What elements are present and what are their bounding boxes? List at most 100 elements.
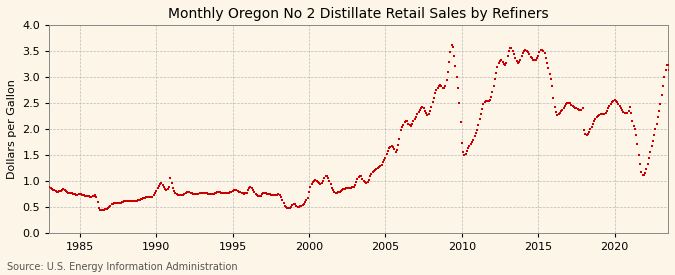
Point (295, 204, 306, 208)
Point (374, 165, 385, 169)
Point (511, 59, 522, 64)
Point (604, 104, 615, 109)
Point (585, 127, 596, 131)
Point (498, 62, 509, 67)
Point (151, 189, 161, 193)
Point (288, 202, 299, 206)
Point (528, 57, 539, 62)
Point (514, 60, 524, 64)
Point (255, 194, 266, 198)
Point (445, 50, 456, 54)
Point (171, 192, 182, 196)
Point (340, 186, 351, 191)
Point (222, 190, 233, 195)
Point (399, 120, 410, 125)
Point (637, 173, 648, 178)
Point (55, 189, 66, 193)
Point (531, 57, 541, 62)
Point (278, 201, 289, 205)
Point (591, 115, 602, 120)
Point (551, 110, 562, 114)
Point (216, 190, 227, 195)
Point (515, 57, 526, 62)
Point (543, 66, 554, 71)
Point (478, 102, 489, 106)
Point (262, 191, 273, 196)
Point (334, 189, 345, 194)
Point (578, 128, 589, 133)
Point (169, 189, 180, 193)
Point (94, 205, 105, 210)
Point (537, 48, 547, 52)
Point (292, 204, 303, 209)
Point (285, 205, 296, 210)
Point (189, 191, 200, 196)
Point (417, 105, 428, 109)
Point (393, 143, 404, 147)
Point (350, 183, 360, 188)
Point (622, 111, 632, 115)
Point (435, 83, 446, 87)
Point (157, 183, 168, 187)
Point (331, 190, 342, 195)
Point (300, 200, 310, 205)
Point (607, 100, 618, 104)
Point (407, 122, 418, 126)
Point (275, 195, 286, 199)
Point (86, 194, 97, 199)
Point (370, 168, 381, 172)
Point (150, 191, 161, 195)
Point (186, 191, 197, 195)
Point (566, 103, 576, 107)
Point (236, 190, 247, 195)
Point (330, 190, 341, 195)
Point (552, 112, 563, 117)
Point (286, 204, 296, 209)
Point (179, 192, 190, 196)
Point (140, 195, 151, 199)
Point (623, 108, 634, 113)
Point (282, 206, 293, 210)
Point (238, 191, 248, 195)
Point (344, 186, 355, 191)
Point (194, 191, 205, 195)
Point (634, 162, 645, 166)
Point (284, 206, 294, 210)
Point (356, 174, 367, 179)
Point (274, 192, 285, 197)
Point (641, 167, 652, 171)
Point (213, 190, 224, 194)
Point (156, 180, 167, 185)
Point (50, 189, 61, 193)
Point (547, 84, 558, 88)
Point (440, 84, 451, 88)
Point (335, 189, 346, 193)
Point (195, 190, 206, 195)
Point (529, 58, 540, 62)
Point (328, 188, 339, 193)
Point (482, 98, 493, 103)
Point (610, 98, 621, 103)
Point (470, 131, 481, 136)
Point (223, 190, 234, 195)
Point (96, 208, 107, 212)
Point (126, 199, 136, 204)
Point (304, 190, 315, 194)
Point (366, 172, 377, 176)
Point (371, 167, 382, 171)
Point (541, 55, 551, 60)
Point (469, 134, 480, 139)
Point (508, 52, 519, 57)
Point (190, 191, 201, 196)
Point (120, 199, 131, 203)
Point (217, 190, 228, 195)
Point (576, 107, 587, 112)
Point (281, 205, 292, 209)
Point (653, 115, 664, 120)
Point (180, 191, 191, 195)
Point (218, 190, 229, 195)
Point (455, 120, 466, 125)
Point (183, 189, 194, 194)
Point (483, 99, 494, 103)
Point (608, 98, 619, 103)
